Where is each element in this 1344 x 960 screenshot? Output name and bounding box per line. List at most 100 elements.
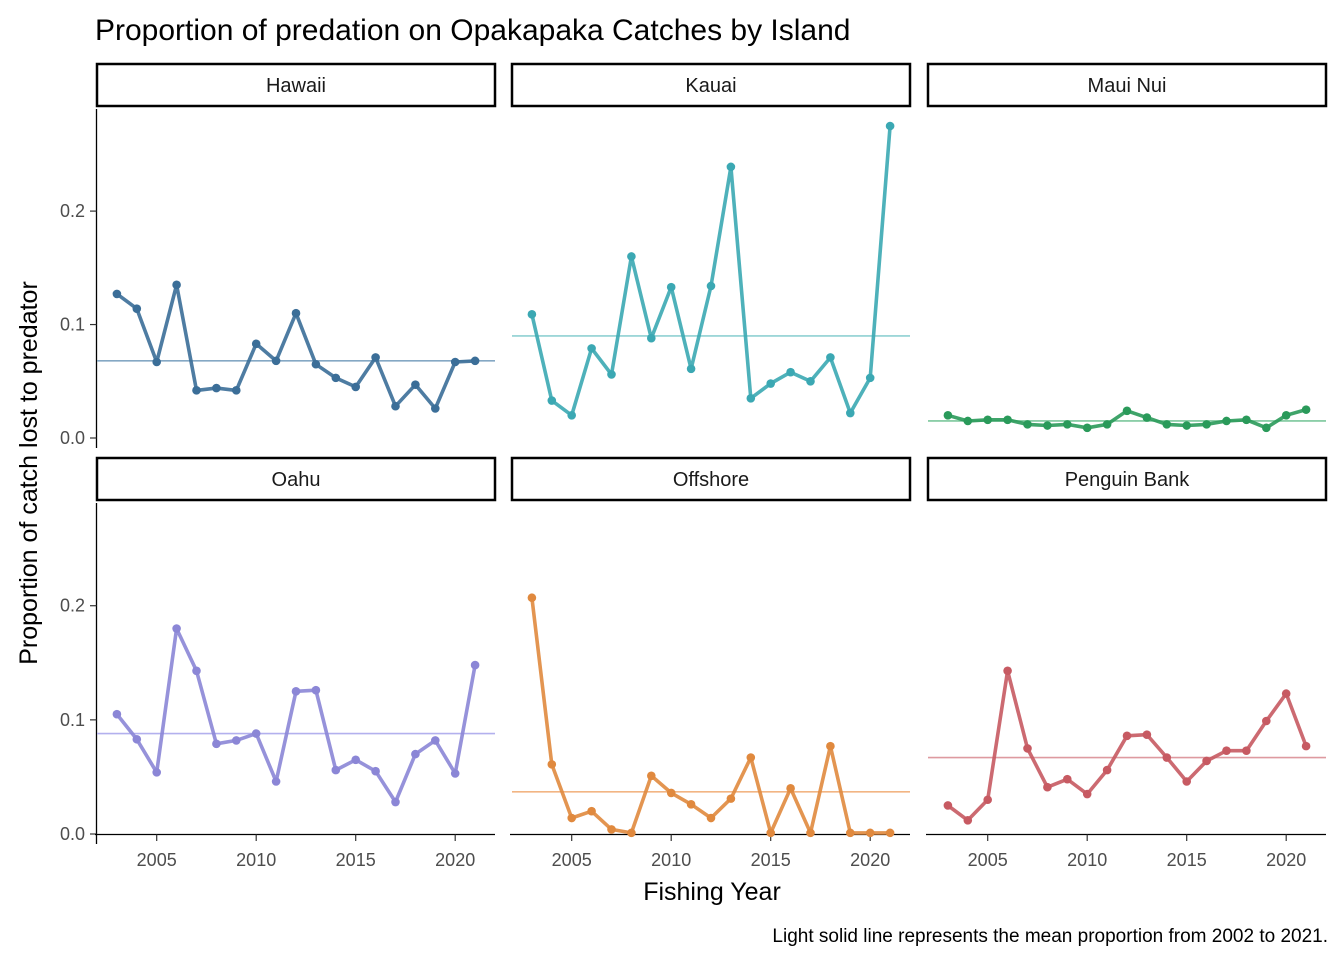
strip-label-maui-nui: Maui Nui [1088, 75, 1167, 97]
panel-maui-nui: Maui Nui [926, 62, 1328, 433]
data-point-offshore [686, 800, 696, 809]
data-point-penguin-bank [1122, 731, 1132, 741]
strip-box-maui-nui [926, 62, 1328, 108]
strip-box-kauai [510, 62, 912, 108]
data-point-hawaii [431, 404, 440, 413]
data-point-penguin-bank [1043, 782, 1052, 792]
data-point-maui-nui [1162, 420, 1172, 429]
x-tick-label: 2005 [137, 850, 177, 870]
data-point-offshore [746, 753, 756, 762]
data-point-maui-nui [983, 415, 992, 425]
data-point-offshore [527, 593, 537, 603]
data-point-hawaii [371, 353, 380, 362]
data-point-maui-nui [1202, 420, 1211, 429]
data-point-hawaii [172, 280, 181, 290]
data-point-penguin-bank [1003, 666, 1012, 676]
data-point-kauai [786, 367, 795, 377]
data-point-oahu [391, 797, 400, 807]
data-point-offshore [786, 784, 795, 793]
data-point-penguin-bank [1023, 744, 1032, 753]
data-point-hawaii [112, 289, 122, 299]
data-point-maui-nui [1142, 413, 1152, 422]
data-point-hawaii [132, 304, 142, 313]
chart-title: Proportion of predation on Opakapaka Cat… [95, 14, 850, 47]
data-point-kauai [607, 370, 616, 379]
chart-caption: Light solid line represents the mean pro… [772, 926, 1328, 947]
data-point-penguin-bank [1142, 730, 1152, 739]
data-point-penguin-bank [1063, 774, 1072, 784]
data-point-oahu [172, 624, 181, 633]
data-point-oahu [351, 755, 361, 765]
data-point-penguin-bank [1202, 756, 1211, 766]
data-point-hawaii [331, 373, 341, 383]
data-point-oahu [431, 736, 440, 745]
panel-offshore: Offshore 2005 2010 2015 2020 [510, 456, 912, 870]
data-point-kauai [846, 408, 855, 418]
data-point-oahu [271, 777, 281, 786]
data-point-penguin-bank [1281, 689, 1291, 698]
y-axis-title: Proportion of catch lost to predator [15, 281, 43, 665]
data-point-hawaii [192, 386, 201, 395]
data-point-oahu [291, 687, 301, 696]
data-point-kauai [826, 353, 835, 362]
data-point-kauai [686, 364, 696, 374]
data-point-penguin-bank [1102, 765, 1112, 775]
strip-label-offshore: Offshore [673, 469, 749, 491]
strip-box-penguin-bank [926, 456, 1328, 502]
data-point-maui-nui [943, 411, 953, 420]
data-point-offshore [706, 813, 716, 823]
data-point-maui-nui [1182, 421, 1191, 430]
data-point-oahu [251, 729, 261, 738]
data-point-offshore [846, 828, 855, 838]
data-point-offshore [647, 771, 656, 781]
data-point-kauai [666, 282, 676, 292]
x-tick-label: 2015 [336, 850, 376, 870]
data-point-hawaii [391, 401, 400, 411]
data-point-kauai [885, 121, 895, 131]
data-point-penguin-bank [1301, 741, 1311, 751]
x-tick-label: 2005 [968, 850, 1008, 870]
data-point-kauai [527, 310, 537, 319]
data-point-hawaii [251, 339, 261, 349]
data-point-oahu [311, 685, 321, 695]
data-point-penguin-bank [1182, 777, 1191, 786]
data-point-oahu [132, 734, 142, 744]
data-point-oahu [470, 660, 480, 670]
data-point-hawaii [232, 386, 241, 395]
y-tick-label: 0.2 [60, 201, 85, 221]
data-point-maui-nui [1102, 420, 1112, 429]
data-point-oahu [192, 666, 201, 676]
data-point-oahu [331, 765, 341, 775]
data-point-kauai [726, 162, 736, 172]
panel-oahu: Oahu 0.0 0.1 0.2 2005 2010 2015 2020 [60, 456, 497, 870]
y-tick-label: 0.2 [60, 596, 85, 616]
data-point-kauai [647, 333, 656, 343]
data-point-oahu [371, 766, 380, 776]
x-tick-label: 2010 [651, 850, 691, 870]
data-point-maui-nui [1043, 421, 1052, 430]
data-point-kauai [547, 396, 557, 405]
data-point-hawaii [271, 356, 281, 366]
strip-label-penguin-bank: Penguin Bank [1065, 469, 1191, 491]
data-point-maui-nui [1023, 420, 1032, 429]
data-point-kauai [587, 344, 596, 353]
data-point-offshore [806, 828, 815, 838]
data-point-offshore [567, 813, 576, 823]
data-point-offshore [587, 806, 596, 816]
data-point-maui-nui [963, 416, 973, 426]
data-point-hawaii [411, 380, 420, 389]
data-point-kauai [806, 376, 815, 386]
data-point-offshore [865, 828, 875, 838]
data-point-hawaii [291, 308, 301, 318]
panel-kauai: Kauai [510, 62, 912, 420]
data-point-penguin-bank [1242, 746, 1251, 755]
y-tick-label: 0.0 [60, 428, 85, 448]
strip-box-oahu [95, 456, 497, 502]
data-point-maui-nui [1301, 405, 1311, 414]
data-point-oahu [152, 768, 161, 777]
data-point-kauai [865, 373, 875, 383]
data-point-offshore [726, 794, 736, 803]
data-point-penguin-bank [983, 795, 992, 805]
data-point-penguin-bank [1082, 789, 1092, 799]
